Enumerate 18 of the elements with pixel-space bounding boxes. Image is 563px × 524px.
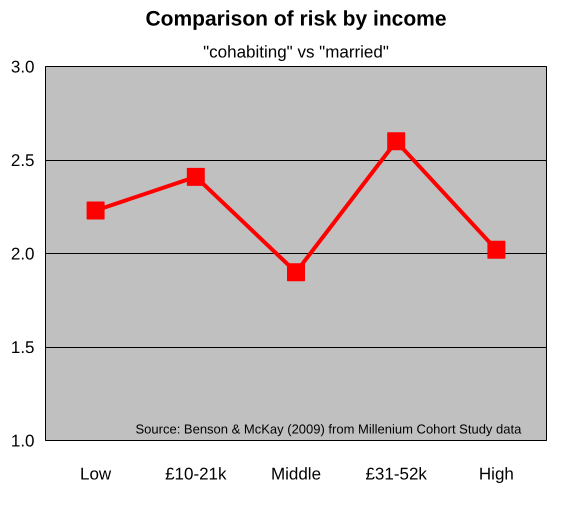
- x-tick-label: £31-52k: [365, 464, 428, 484]
- point: [86, 201, 105, 220]
- point: [387, 132, 406, 150]
- chart-title: Comparison of risk by income: [145, 8, 447, 30]
- x-tick-label: Middle: [270, 464, 322, 484]
- y-tick-label: 3.0: [10, 58, 35, 76]
- point: [186, 168, 205, 186]
- y-tick-label: 1.5: [10, 338, 35, 357]
- x-tick-label: High: [478, 464, 514, 484]
- point: [487, 240, 506, 259]
- x-tick-label: Low: [80, 464, 112, 484]
- y-tick-label: 2.0: [10, 244, 35, 264]
- chart-subtitle: "cohabiting" vs "married": [203, 42, 389, 62]
- point: [287, 263, 305, 282]
- annotation: Source: Benson & McKay (2009) from Millenium Cohort Study data: [136, 422, 522, 436]
- x-tick-label: £10-21k: [165, 464, 228, 484]
- y-tick-label: 1.0: [10, 432, 35, 450]
- y-tick-label: 2.5: [10, 151, 35, 170]
